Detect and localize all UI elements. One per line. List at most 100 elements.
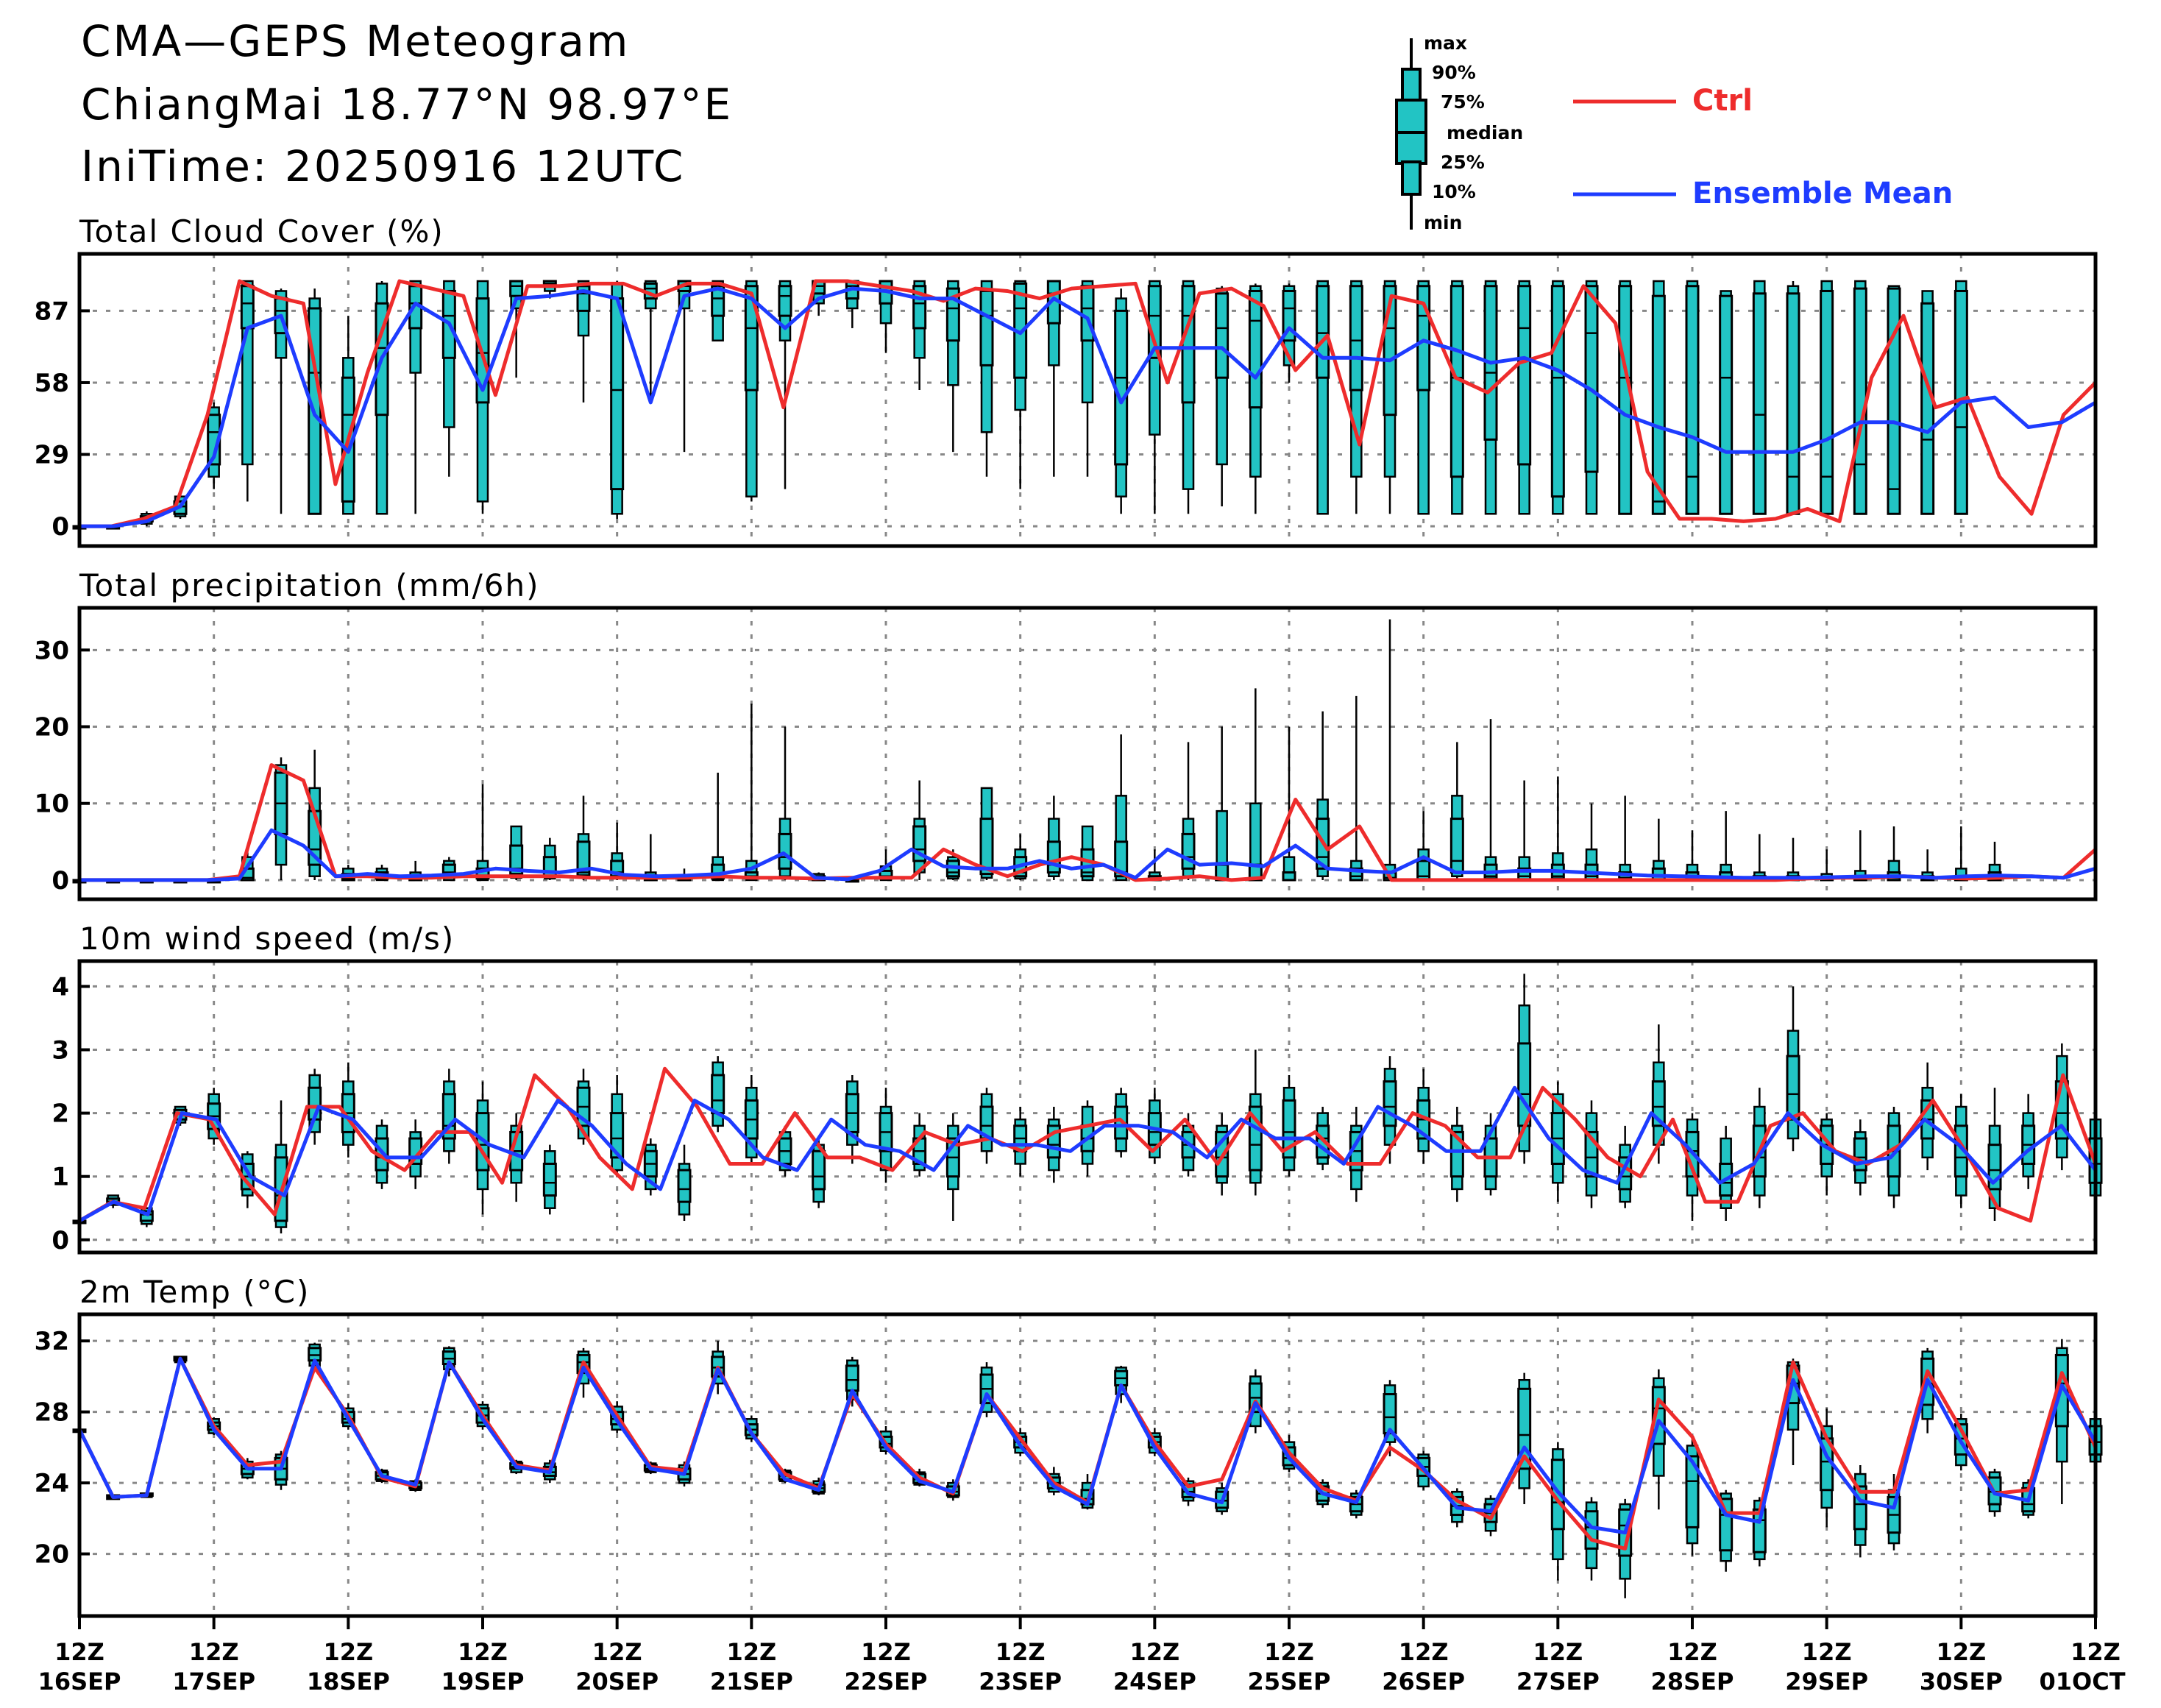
box-inner [1349,285,1363,391]
x-date-label: 24SEP [1113,1668,1196,1695]
panel-title: 2m Temp (°C) [79,1274,310,1310]
x-date-label: 20SEP [575,1668,659,1695]
box-inner [979,289,994,366]
box-inner [778,832,792,870]
y-tick-label: 28 [35,1398,69,1428]
box-inner [1584,1510,1599,1550]
y-tick-label: 2 [52,1099,69,1129]
y-tick-label: 20 [35,1540,69,1570]
box-inner [1282,1099,1296,1159]
panel-title: 10m wind speed (m/s) [79,921,455,957]
box-inner [1215,292,1229,379]
ctrl-line [79,279,2097,528]
panel-1: Total Cloud Cover (%) 0 29 58 87 [35,213,2098,548]
x-hour-label: 12Z [1533,1638,1583,1666]
x-hour-label: 12Z [861,1638,911,1666]
legend-p10-label: 10% [1432,181,1476,202]
box-inner [1786,1055,1800,1121]
panel-title: Total precipitation (mm/6h) [79,567,539,603]
box-inner [1550,285,1565,498]
box-inner [1517,285,1532,466]
x-date-label: 25SEP [1248,1668,1331,1695]
panel-frame [77,959,2098,1255]
box-inner [1316,285,1330,379]
box-inner [1248,289,1263,409]
y-tick-label: 87 [35,297,69,326]
box-inner [610,1112,625,1159]
x-date-label: 16SEP [38,1668,121,1695]
ctrl-line [79,763,2097,882]
y-tick-label: 20 [35,713,69,743]
legend-p25-label: 25% [1441,152,1485,173]
chart-location: ChiangMai 18.77°N 98.97°E [81,79,734,130]
x-hour-label: 12Z [189,1638,239,1666]
x-date-label: 17SEP [172,1668,255,1695]
box-inner [711,1074,725,1115]
y-tick-label: 0 [52,512,69,542]
x-hour-label: 12Z [458,1638,508,1666]
box-inner [1618,285,1633,515]
legend-median-label: median [1447,122,1524,143]
legend-lower-tail [1401,160,1422,196]
box-inner [1383,1080,1397,1127]
x-hour-label: 12Z [323,1638,373,1666]
x-date-label: 26SEP [1382,1668,1465,1695]
mean-line [79,828,2096,882]
x-date-label: 18SEP [307,1668,390,1695]
legend-p90-label: 90% [1432,62,1476,83]
y-tick-label: 30 [35,636,69,665]
panel-4: 2m Temp (°C) 20 24 28 32 [35,1274,2103,1618]
box-inner [1114,840,1129,878]
legend-max-label: max [1424,32,1468,54]
box-inner [1685,1455,1700,1528]
x-date-label: 01OCT [2039,1668,2125,1695]
box-inner [845,1364,859,1392]
box-inner [509,280,524,297]
box-inner [1282,871,1296,882]
y-tick-label: 10 [35,790,69,819]
box-inner [1517,1042,1532,1127]
box-inner [1685,285,1700,515]
mean-line [79,286,2097,528]
box-inner [576,840,591,877]
x-date-label: 27SEP [1516,1668,1600,1695]
chart-init-time: IniTime: 20250916 12UTC [81,141,686,191]
y-tick-label: 29 [35,441,69,470]
x-date-label: 19SEP [441,1668,525,1695]
x-hour-label: 12Z [1264,1638,1314,1666]
x-date-label: 23SEP [979,1668,1062,1695]
box-inner [1449,1130,1464,1178]
box-inner [1449,818,1464,874]
x-date-label: 29SEP [1785,1668,1868,1695]
y-tick-label: 3 [52,1036,69,1066]
x-hour-label: 12Z [726,1638,776,1666]
x-hour-label: 12Z [1667,1638,1717,1666]
panel-2: Total precipitation (mm/6h) 0 10 20 30 [35,567,2098,901]
mean-line [78,1085,2097,1223]
y-tick-label: 0 [52,866,69,896]
box-inner [778,285,792,317]
x-hour-label: 12Z [1936,1638,1986,1666]
x-hour-label: 12Z [54,1638,104,1666]
y-tick-label: 1 [52,1163,69,1192]
y-tick-label: 32 [35,1327,69,1356]
x-date-label: 22SEP [845,1668,928,1695]
box-inner [1282,289,1296,342]
y-tick-label: 4 [52,972,69,1002]
panel-frame [77,1312,2098,1618]
legend-mean-label: Ensemble Mean [1692,177,1954,210]
box-inner [1887,287,1901,515]
panel-frame [77,252,2098,548]
box-inner [1181,285,1196,404]
y-tick-label: 0 [52,1226,69,1255]
box-inner [1786,292,1800,515]
x-hour-label: 12Z [1802,1638,1852,1666]
box-inner [1820,289,1834,515]
x-date-label: 28SEP [1651,1668,1734,1695]
x-hour-label: 12Z [2070,1638,2121,1666]
box-inner [744,285,759,391]
mean-line [77,1356,2098,1535]
box-inner [1651,294,1666,515]
panel-3: 10m wind speed (m/s) 0 1 2 3 4 [52,921,2103,1255]
